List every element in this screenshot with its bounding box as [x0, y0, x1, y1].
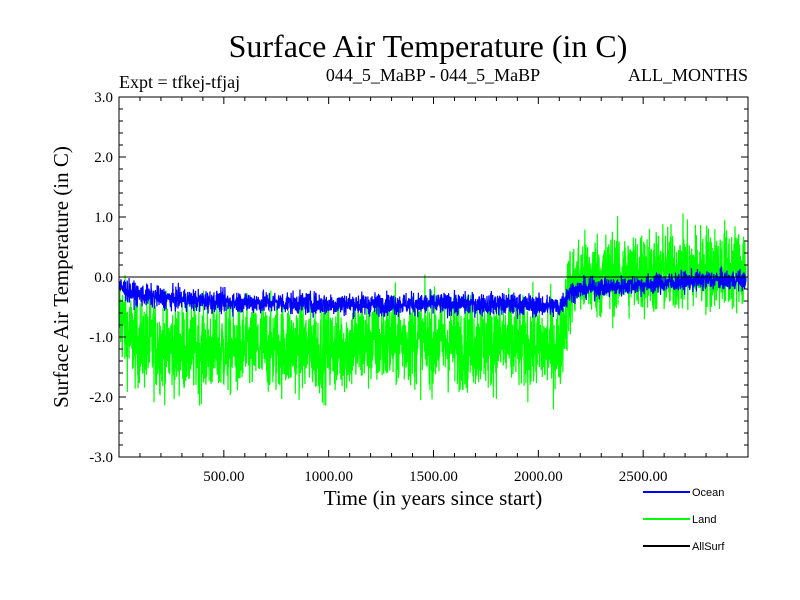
series-ocean-line [118, 266, 747, 320]
x-axis-label: Time (in years since start) [324, 486, 543, 510]
chart-title: Surface Air Temperature (in C) [229, 28, 628, 64]
legend-ocean-label: Ocean [692, 487, 724, 499]
x-tick-label: 2000.00 [514, 469, 563, 485]
x-tick-label: 500.00 [203, 469, 244, 485]
legend-land-label: Land [692, 514, 716, 526]
y-tick-label: -2.0 [89, 390, 113, 406]
y-tick-label: 3.0 [94, 90, 113, 106]
series-layer [118, 213, 748, 410]
x-tick-label: 1000.00 [304, 469, 353, 485]
period-label: 044_5_MaBP - 044_5_MaBP [326, 65, 540, 85]
y-tick-label: -3.0 [89, 450, 113, 466]
months-label: ALL_MONTHS [628, 65, 748, 85]
y-tick-label: 2.0 [94, 150, 113, 166]
legend-allsurf-label: AllSurf [692, 541, 725, 553]
y-tick-label: 1.0 [94, 210, 113, 226]
experiment-label: Expt = tfkej-tfjaj [119, 72, 240, 92]
y-tick-label: -1.0 [89, 330, 113, 346]
x-tick-label: 2500.00 [619, 469, 668, 485]
legend: Ocean Land AllSurf [643, 487, 725, 553]
y-tick-label: 0.0 [94, 270, 113, 286]
axes-layer: 500.00 1000.00 1500.00 2000.00 2500.00 -3.0 -2… [89, 90, 748, 485]
series-land-line [118, 213, 747, 410]
x-tick-label: 1500.00 [409, 469, 458, 485]
y-axis-label: Surface Air Temperature (in C) [49, 146, 73, 408]
